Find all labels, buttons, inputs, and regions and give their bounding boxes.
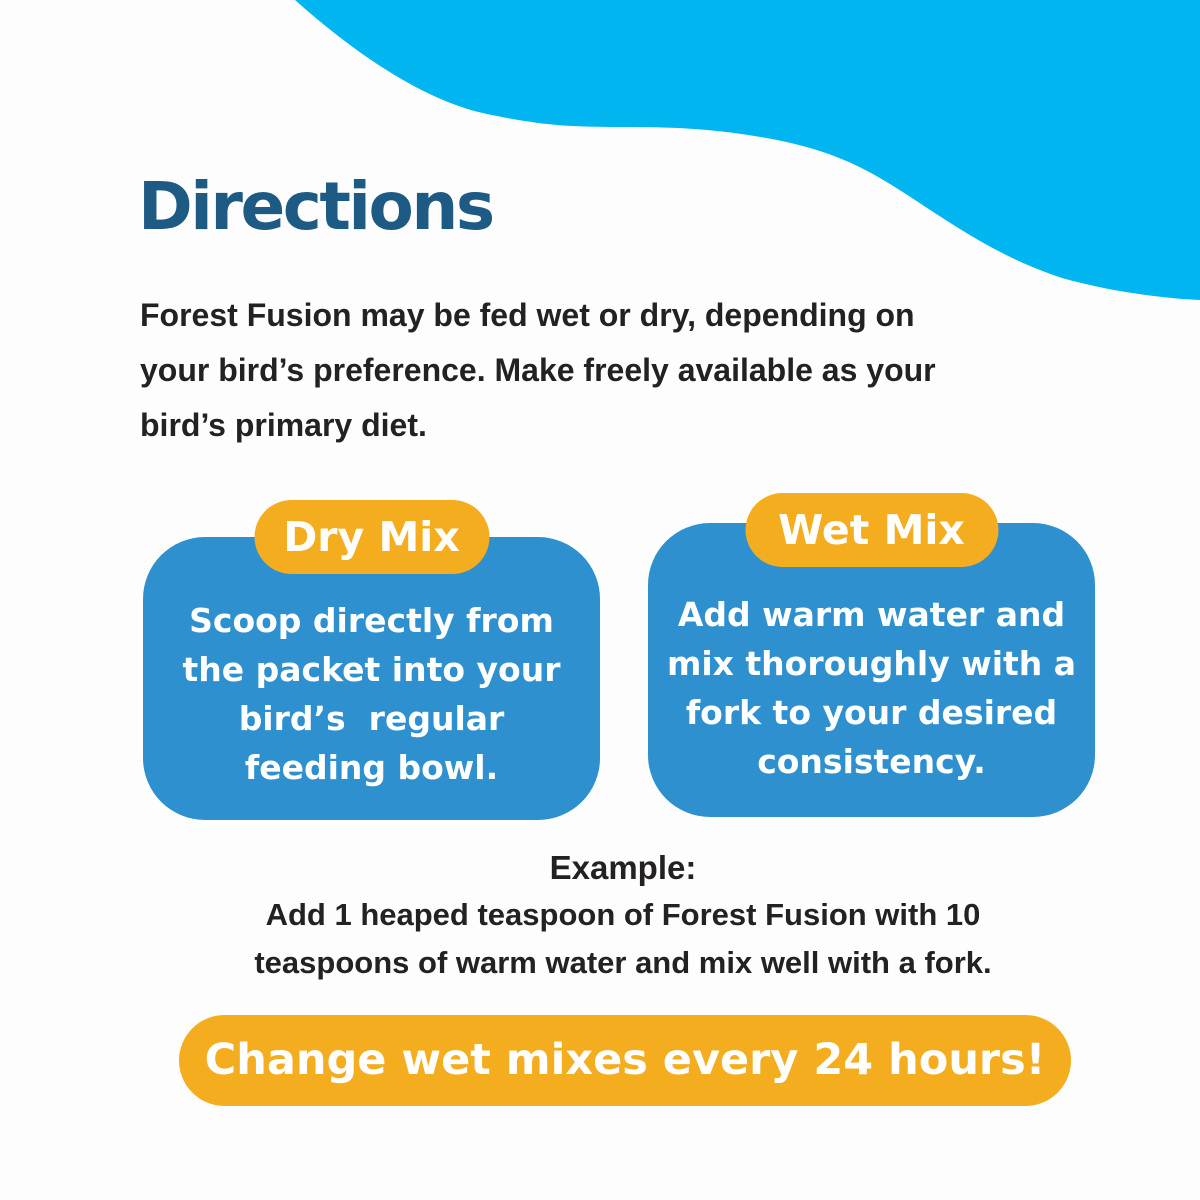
wet-mix-card: Wet Mix Add warm water and mix thoroughl… xyxy=(648,493,1095,817)
example-heading: Example: xyxy=(549,849,697,886)
example-text: Add 1 heaped teaspoon of Forest Fusion w… xyxy=(254,897,992,980)
wet-mix-instructions: Add warm water and mix thoroughly with a… xyxy=(666,595,1077,781)
change-mix-banner: Change wet mixes every 24 hours! xyxy=(179,1015,1071,1106)
example-section: Example: Add 1 heaped teaspoon of Forest… xyxy=(0,845,1200,987)
wet-mix-pill-label: Wet Mix xyxy=(745,493,998,567)
dry-mix-card: Dry Mix Scoop directly from the packet i… xyxy=(143,500,600,820)
page-title: Directions xyxy=(138,168,495,245)
dry-mix-pill-label: Dry Mix xyxy=(254,500,489,574)
dry-mix-instructions: Scoop directly from the packet into your… xyxy=(182,600,561,787)
wave-shape-icon xyxy=(295,0,1200,300)
intro-text: Forest Fusion may be fed wet or dry, dep… xyxy=(140,297,936,443)
